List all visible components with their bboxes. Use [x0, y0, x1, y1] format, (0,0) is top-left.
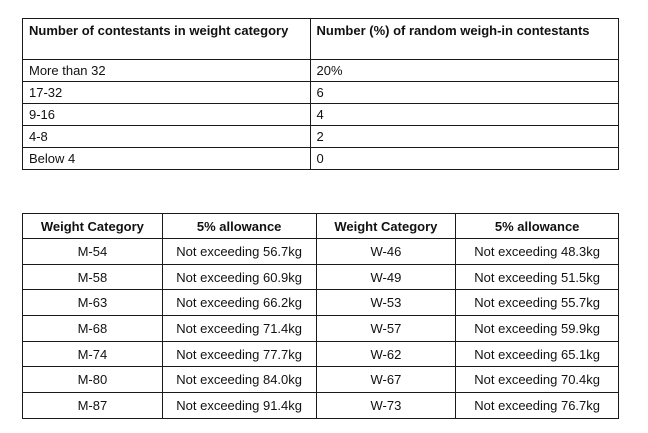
- table-row: M-74 Not exceeding 77.7kg W-62 Not excee…: [22, 340, 619, 368]
- men-category-cell: M-54: [22, 238, 163, 265]
- women-category-cell: W-53: [315, 289, 457, 317]
- women-category-cell: W-67: [315, 366, 457, 394]
- header-random-weigh-in: Number (%) of random weigh-in contestant…: [309, 18, 620, 60]
- women-category-cell: W-57: [315, 315, 457, 342]
- contestants-cell: 17-32: [22, 81, 311, 104]
- women-category-cell: W-49: [315, 263, 457, 291]
- women-allowance-cell: Not exceeding 48.3kg: [455, 238, 619, 265]
- men-category-cell: M-80: [22, 366, 163, 394]
- contestants-cell: More than 32: [22, 59, 311, 82]
- women-category-cell: W-62: [315, 340, 457, 368]
- table-row: More than 32 20%: [22, 59, 620, 82]
- random-count-cell: 0: [309, 147, 620, 170]
- table-row: 17-32 6: [22, 81, 620, 104]
- table-header-row: Weight Category 5% allowance Weight Cate…: [22, 213, 619, 239]
- table-row: M-54 Not exceeding 56.7kg W-46 Not excee…: [22, 238, 619, 265]
- header-women-weight-category: Weight Category: [315, 213, 457, 239]
- men-category-cell: M-58: [22, 263, 163, 291]
- random-count-cell: 20%: [309, 59, 620, 82]
- men-category-cell: M-87: [22, 392, 163, 419]
- random-count-cell: 4: [309, 103, 620, 126]
- women-allowance-cell: Not exceeding 55.7kg: [455, 289, 619, 317]
- men-category-cell: M-74: [22, 340, 163, 368]
- weight-allowance-table: Weight Category 5% allowance Weight Cate…: [22, 213, 619, 419]
- table-row: 9-16 4: [22, 103, 620, 126]
- men-allowance-cell: Not exceeding 91.4kg: [161, 392, 317, 419]
- men-category-cell: M-63: [22, 289, 163, 317]
- women-allowance-cell: Not exceeding 65.1kg: [455, 340, 619, 368]
- men-allowance-cell: Not exceeding 84.0kg: [161, 366, 317, 394]
- random-count-cell: 2: [309, 125, 620, 148]
- women-allowance-cell: Not exceeding 59.9kg: [455, 315, 619, 342]
- men-allowance-cell: Not exceeding 60.9kg: [161, 263, 317, 291]
- table-row: M-63 Not exceeding 66.2kg W-53 Not excee…: [22, 289, 619, 317]
- women-category-cell: W-73: [315, 392, 457, 419]
- header-men-allowance: 5% allowance: [161, 213, 317, 239]
- table-row: M-87 Not exceeding 91.4kg W-73 Not excee…: [22, 392, 619, 419]
- contestants-cell: Below 4: [22, 147, 311, 170]
- table-header-row: Number of contestants in weight category…: [22, 18, 620, 60]
- table-row: Below 4 0: [22, 147, 620, 170]
- men-allowance-cell: Not exceeding 66.2kg: [161, 289, 317, 317]
- table-row: M-80 Not exceeding 84.0kg W-67 Not excee…: [22, 366, 619, 394]
- header-women-allowance: 5% allowance: [455, 213, 619, 239]
- men-category-cell: M-68: [22, 315, 163, 342]
- table-row: M-58 Not exceeding 60.9kg W-49 Not excee…: [22, 263, 619, 291]
- men-allowance-cell: Not exceeding 71.4kg: [161, 315, 317, 342]
- random-count-cell: 6: [309, 81, 620, 104]
- women-allowance-cell: Not exceeding 70.4kg: [455, 366, 619, 394]
- table-row: M-68 Not exceeding 71.4kg W-57 Not excee…: [22, 315, 619, 342]
- women-category-cell: W-46: [315, 238, 457, 265]
- header-men-weight-category: Weight Category: [22, 213, 163, 239]
- header-contestants-count: Number of contestants in weight category: [22, 18, 311, 60]
- contestants-cell: 4-8: [22, 125, 311, 148]
- women-allowance-cell: Not exceeding 76.7kg: [455, 392, 619, 419]
- women-allowance-cell: Not exceeding 51.5kg: [455, 263, 619, 291]
- random-weigh-in-table: Number of contestants in weight category…: [22, 18, 620, 170]
- table-row: 4-8 2: [22, 125, 620, 148]
- contestants-cell: 9-16: [22, 103, 311, 126]
- men-allowance-cell: Not exceeding 77.7kg: [161, 340, 317, 368]
- men-allowance-cell: Not exceeding 56.7kg: [161, 238, 317, 265]
